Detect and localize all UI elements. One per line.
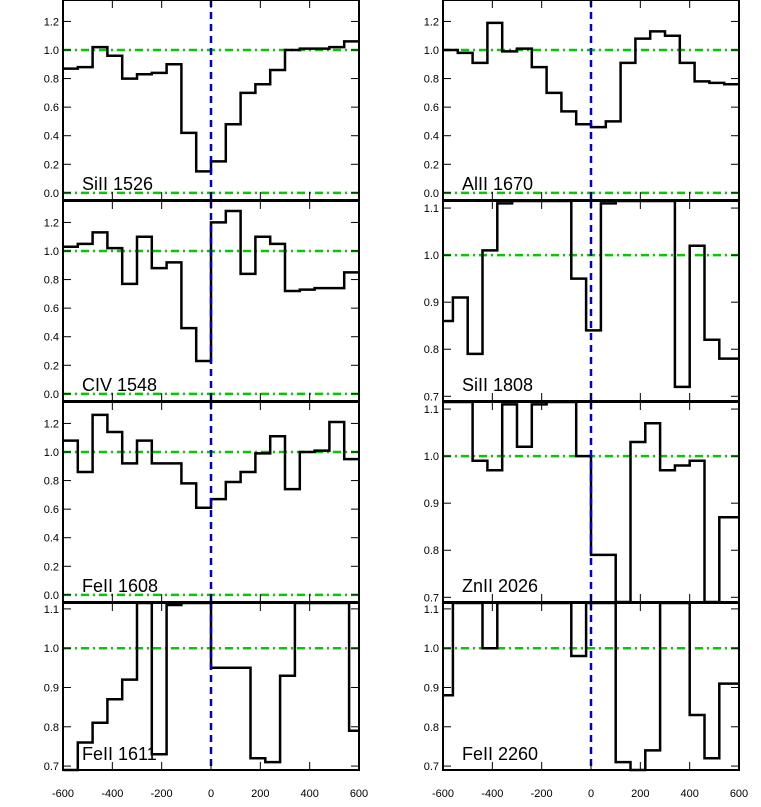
y-tick-label-siii-1526: 1.0: [44, 45, 59, 57]
y-tick-label-feii-1611: 1.0: [44, 643, 59, 655]
y-tick-label-siii-1526: 0.6: [44, 102, 59, 114]
y-tick-label-feii-2260: 1.1: [424, 604, 439, 616]
y-tick-label-znii-2026: 1.1: [424, 404, 439, 416]
y-tick-label-civ-1548: 0.6: [44, 303, 59, 315]
y-tick-label-civ-1548: 0.4: [44, 332, 59, 344]
y-tick-label-feii-2260: 0.9: [424, 682, 439, 694]
x-tick-label-left: -400: [101, 788, 123, 800]
x-tick-label-right: 400: [680, 788, 698, 800]
y-tick-label-znii-2026: 0.9: [424, 498, 439, 510]
y-tick-label-civ-1548: 0.8: [44, 275, 59, 287]
x-tick-label-right: -200: [531, 788, 553, 800]
y-tick-label-alii-1670: 1.2: [424, 16, 439, 28]
y-tick-label-feii-2260: 0.8: [424, 722, 439, 734]
y-tick-label-siii-1526: 0.8: [44, 74, 59, 86]
y-tick-label-siii-1808: 1.1: [424, 203, 439, 215]
y-tick-label-feii-1611: 0.8: [44, 722, 59, 734]
y-tick-label-alii-1670: 0.0: [424, 188, 439, 200]
y-tick-label-feii-1608: 1.2: [44, 418, 59, 430]
panel-label-alii-1670: AlII 1670: [462, 174, 533, 194]
x-tick-label-right: -600: [432, 788, 454, 800]
y-tick-label-feii-1608: 0.4: [44, 533, 59, 545]
y-tick-label-civ-1548: 1.2: [44, 217, 59, 229]
y-tick-label-alii-1670: 0.6: [424, 102, 439, 114]
panel-label-znii-2026: ZnII 2026: [462, 576, 538, 596]
y-tick-label-siii-1808: 0.8: [424, 344, 439, 356]
y-tick-label-feii-1611: 0.7: [44, 761, 59, 773]
y-tick-label-znii-2026: 1.0: [424, 451, 439, 463]
y-tick-label-siii-1526: 0.2: [44, 159, 59, 171]
y-tick-label-alii-1670: 0.4: [424, 131, 439, 143]
x-tick-label-left: 600: [350, 788, 368, 800]
y-tick-label-siii-1808: 0.9: [424, 297, 439, 309]
y-tick-label-feii-1608: 1.0: [44, 447, 59, 459]
spectrum-znii-2026: [443, 400, 739, 604]
y-tick-label-feii-2260: 1.0: [424, 643, 439, 655]
x-tick-label-left: 0: [208, 788, 214, 800]
panel-label-feii-1611: FeII 1611: [82, 744, 157, 764]
x-tick-label-right: 600: [730, 788, 748, 800]
y-tick-label-feii-1611: 1.1: [44, 604, 59, 616]
y-tick-label-siii-1526: 1.2: [44, 16, 59, 28]
y-tick-label-siii-1808: 0.7: [424, 391, 439, 403]
y-tick-label-feii-1608: 0.8: [44, 476, 59, 488]
panel-label-feii-1608: FeII 1608: [82, 576, 158, 596]
x-tick-label-right: -400: [481, 788, 503, 800]
y-tick-label-znii-2026: 0.7: [424, 592, 439, 604]
x-tick-label-left: 200: [251, 788, 269, 800]
spectrum-siii-1808: [443, 199, 739, 389]
y-tick-label-feii-1608: 0.6: [44, 504, 59, 516]
panel-label-civ-1548: CIV 1548: [82, 375, 157, 395]
x-tick-label-right: 0: [588, 788, 594, 800]
y-tick-label-civ-1548: 0.0: [44, 389, 59, 401]
y-tick-label-civ-1548: 1.0: [44, 246, 59, 258]
y-tick-label-feii-2260: 0.7: [424, 761, 439, 773]
x-tick-label-right: 200: [631, 788, 649, 800]
x-tick-label-left: -600: [52, 788, 74, 800]
y-tick-label-alii-1670: 1.0: [424, 45, 439, 57]
panel-label-feii-2260: FeII 2260: [462, 744, 538, 764]
x-tick-label-left: -200: [151, 788, 173, 800]
y-tick-label-feii-1608: 0.2: [44, 561, 59, 573]
panel-label-siii-1526: SiII 1526: [82, 174, 153, 194]
y-tick-label-znii-2026: 0.8: [424, 545, 439, 557]
y-tick-label-siii-1808: 1.0: [424, 250, 439, 262]
y-tick-label-civ-1548: 0.2: [44, 360, 59, 372]
y-tick-label-siii-1526: 0.4: [44, 131, 59, 143]
x-tick-label-left: 400: [300, 788, 318, 800]
y-tick-label-feii-1608: 0.0: [44, 590, 59, 602]
panel-label-siii-1808: SiII 1808: [462, 375, 533, 395]
y-tick-label-alii-1670: 0.8: [424, 74, 439, 86]
y-tick-label-feii-1611: 0.9: [44, 682, 59, 694]
y-tick-label-alii-1670: 0.2: [424, 159, 439, 171]
y-tick-label-siii-1526: 0.0: [44, 188, 59, 200]
